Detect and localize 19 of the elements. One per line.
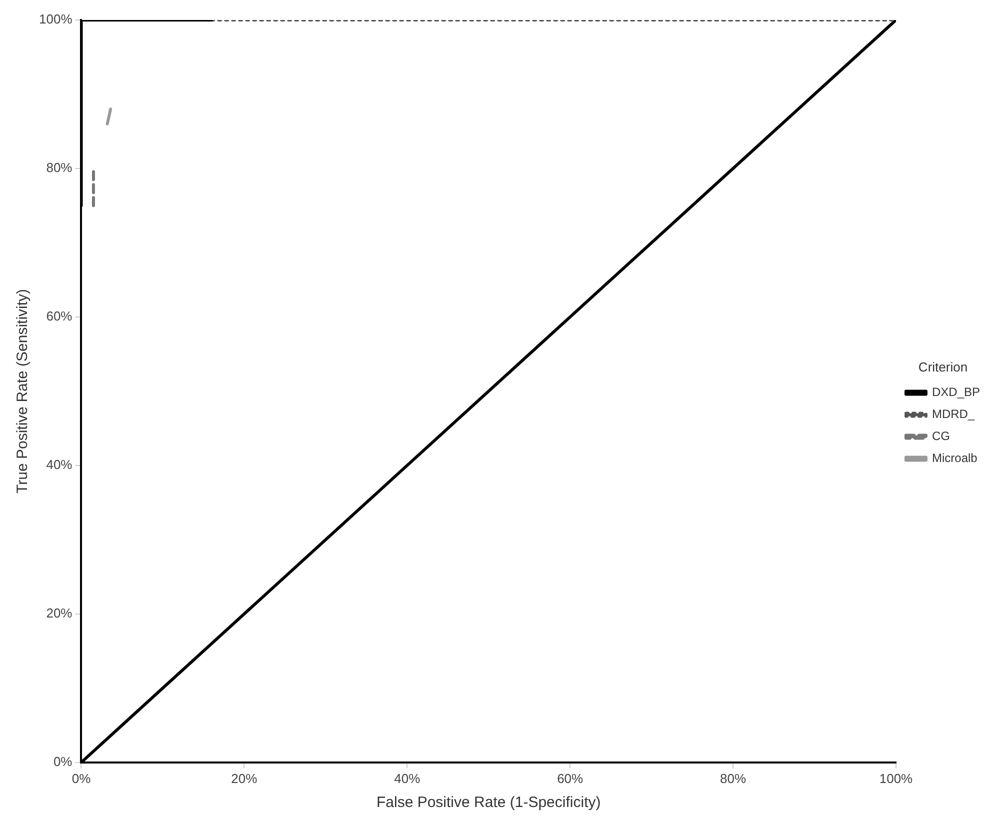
y-tick-label: 40% xyxy=(46,457,73,472)
x-tick-label: 0% xyxy=(72,770,92,786)
x-tick-label: 20% xyxy=(231,770,258,786)
x-tick-label: 80% xyxy=(720,770,746,786)
legend-label: MDRD_ xyxy=(932,407,975,422)
y-tick-label: 60% xyxy=(46,308,73,324)
legend-label: DXD_BP xyxy=(932,385,980,400)
y-axis-title: True Positive Rate (Sensitivity) xyxy=(14,288,32,494)
x-tick-label: 100% xyxy=(879,770,914,786)
legend-label: Microalb xyxy=(932,451,978,466)
legend-label: CG xyxy=(932,429,950,444)
y-tick-label: 100% xyxy=(39,12,73,27)
y-tick-label: 20% xyxy=(46,606,73,620)
x-axis-title: False Positive Rate (1-Specificity) xyxy=(376,794,601,812)
y-tick-label: 80% xyxy=(46,160,73,176)
x-tick-label: 60% xyxy=(557,770,584,786)
x-tick-label: 40% xyxy=(394,770,421,786)
legend-title: Criterion xyxy=(918,359,968,374)
y-tick-label: 0% xyxy=(53,754,73,769)
